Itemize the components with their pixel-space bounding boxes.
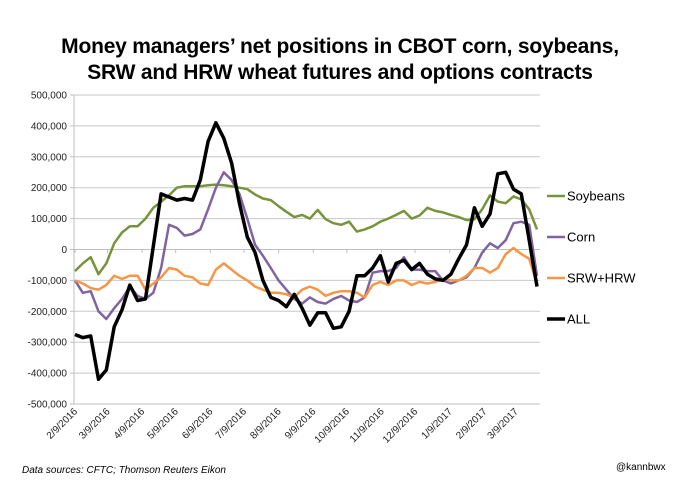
x-tick-label: 8/9/2016 <box>248 406 284 442</box>
legend-label: Soybeans <box>567 189 625 204</box>
x-tick-label: 2/9/2017 <box>454 406 490 442</box>
x-tick-label: 5/9/2016 <box>145 406 181 442</box>
x-tick-label: 1/9/2017 <box>420 406 456 442</box>
x-tick-label: 7/9/2016 <box>214 406 250 442</box>
y-tick-label: -200,000 <box>28 307 68 318</box>
y-tick-label: 100,000 <box>31 214 68 225</box>
x-tick-label: 12/9/2016 <box>381 406 421 446</box>
data-source-note: Data sources: CFTC; Thomson Reuters Eiko… <box>22 465 226 476</box>
y-axis-ticks: 500,000 400,000 300,000 200,000 100,000 0 -100… <box>28 91 74 411</box>
series-lines <box>73 121 539 382</box>
y-tick-label: -400,000 <box>28 369 68 380</box>
chart-title: Money managers’ net positions in CBOT co… <box>0 34 680 86</box>
x-tick-label: 4/9/2016 <box>112 406 148 442</box>
author-handle: @kannbwx <box>616 462 666 473</box>
chart-title-line-1: Money managers’ net positions in CBOT co… <box>61 35 619 58</box>
chart-title-line-2: SRW and HRW wheat futures and options co… <box>87 61 593 84</box>
x-tick-label: 6/9/2016 <box>180 406 216 442</box>
y-tick-label: 0 <box>61 245 67 256</box>
legend-label: Corn <box>567 230 595 245</box>
x-tick-label: 2/9/2016 <box>45 406 81 442</box>
x-tick-label: 10/9/2016 <box>313 406 353 446</box>
legend-label: SRW+HRW <box>567 271 636 286</box>
x-tick-label: 3/9/2017 <box>486 406 522 442</box>
y-tick-label: 200,000 <box>31 183 68 194</box>
legend: Soybeans Corn SRW+HRW ALL <box>547 189 636 327</box>
series-line-soybeans <box>74 183 539 276</box>
y-tick-label: 400,000 <box>31 121 68 132</box>
series-line-srw-hrw <box>74 246 539 299</box>
y-tick-label: 300,000 <box>31 152 68 163</box>
y-tick-label: -500,000 <box>28 400 68 411</box>
x-tick-label: 3/9/2016 <box>77 406 113 442</box>
y-tick-label: 500,000 <box>31 91 68 102</box>
y-tick-label: -100,000 <box>28 276 68 287</box>
y-tick-label: -300,000 <box>28 338 68 349</box>
series-line-all <box>74 121 539 382</box>
gridlines <box>74 94 540 405</box>
legend-label: ALL <box>567 312 590 327</box>
